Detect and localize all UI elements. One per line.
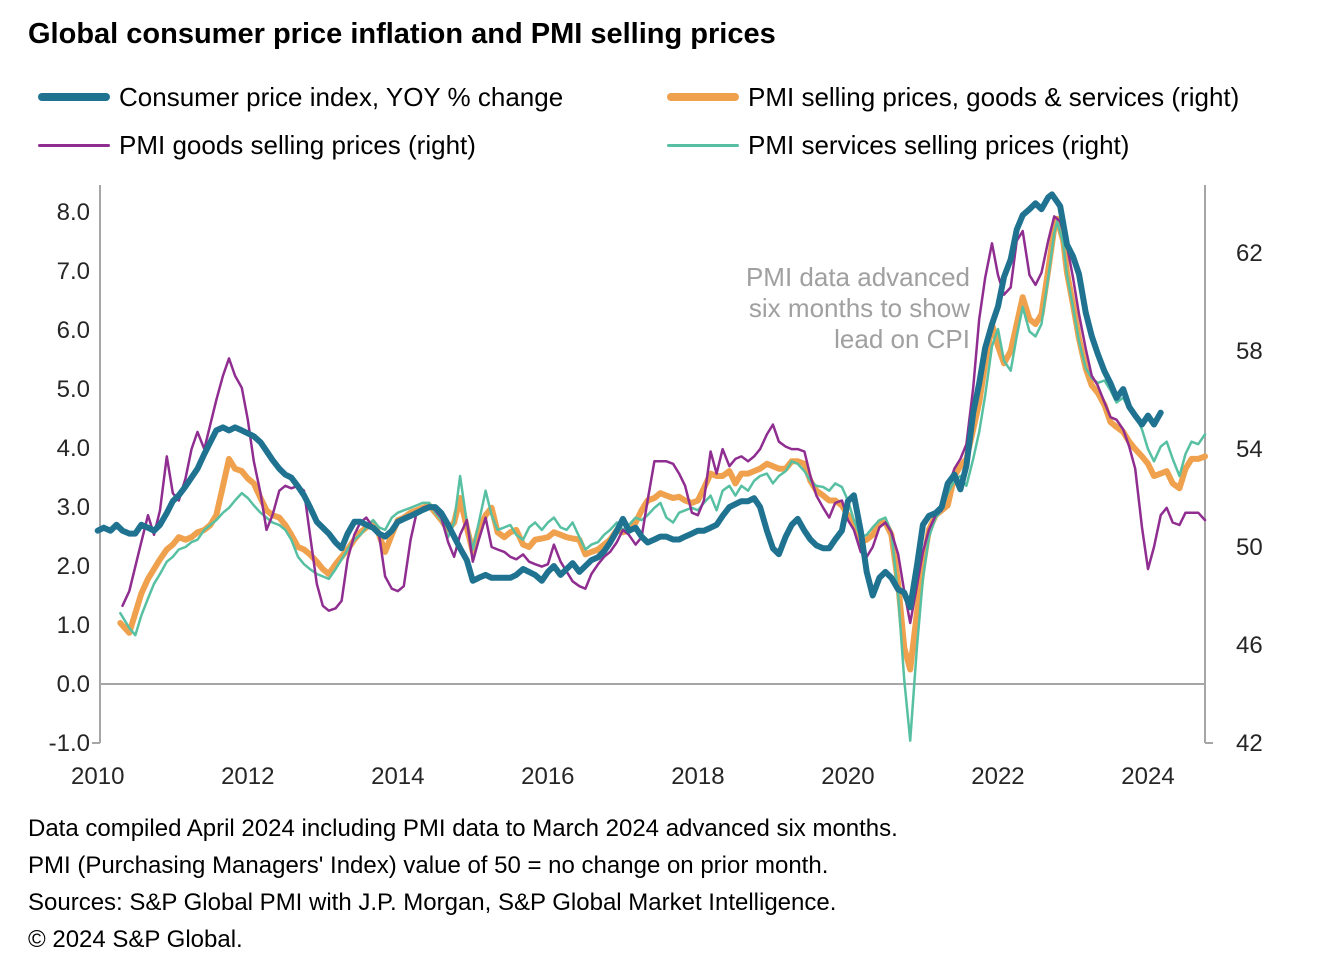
right-axis-tick-label: 62: [1236, 240, 1263, 267]
pmi-goods-line-swatch-icon: [38, 143, 110, 147]
legend-item-pmi-composite: PMI selling prices, goods & services (ri…: [667, 81, 1240, 112]
legend-label: PMI selling prices, goods & services (ri…: [748, 81, 1240, 112]
left-axis-tick-label: 8.0: [57, 199, 90, 226]
left-axis-tick-label: 4.0: [57, 435, 90, 462]
footnote-line: © 2024 S&P Global.: [28, 926, 243, 953]
x-axis-tick-label: 2018: [671, 763, 724, 790]
footnotes: Data compiled April 2024 including PMI d…: [28, 810, 898, 958]
chart-annotation: PMI data advanced six months to show lea…: [746, 262, 970, 355]
left-axis-tick-label: 0.0: [57, 671, 90, 698]
legend-label: Consumer price index, YOY % change: [119, 81, 564, 112]
series-line-pmi-goods-selling-prices-right: [121, 215, 1207, 625]
series-line-consumer-price-index-yoy-change: [94, 191, 1164, 611]
left-axis-tick-label: -1.0: [49, 730, 90, 757]
x-axis-tick-label: 2010: [71, 763, 124, 790]
footnote-line: Data compiled April 2024 including PMI d…: [28, 815, 898, 842]
series-line-pmi-services-selling-prices-right: [119, 220, 1207, 742]
annotation-line: lead on CPI: [834, 324, 970, 354]
right-axis-tick-label: 58: [1236, 338, 1263, 365]
series-line-pmi-selling-prices-goods-services-right: [117, 215, 1208, 673]
annotation-line: six months to show: [748, 293, 970, 323]
left-axis-tick-label: 2.0: [57, 553, 90, 580]
x-axis-tick-label: 2012: [221, 763, 274, 790]
pmi-composite-line-swatch-icon: [667, 93, 739, 101]
right-axis-tick-label: 46: [1236, 632, 1263, 659]
x-axis-tick-label: 2014: [371, 763, 424, 790]
legend-item-cpi: Consumer price index, YOY % change: [38, 81, 564, 112]
cpi-line-swatch-icon: [38, 93, 110, 101]
footnote-line: PMI (Purchasing Managers' Index) value o…: [28, 852, 829, 879]
left-axis-tick-label: 7.0: [57, 258, 90, 285]
left-axis-tick-label: 5.0: [57, 376, 90, 403]
left-axis-tick-label: 6.0: [57, 317, 90, 344]
page-title: Global consumer price inflation and PMI …: [28, 18, 776, 50]
x-axis-tick-label: 2022: [971, 763, 1024, 790]
right-axis-tick-label: 50: [1236, 534, 1263, 561]
left-axis-tick-label: 3.0: [57, 494, 90, 521]
legend-label: PMI services selling prices (right): [748, 129, 1130, 160]
legend-item-pmi-services: PMI services selling prices (right): [667, 129, 1130, 160]
pmi-services-line-swatch-icon: [667, 143, 739, 147]
left-axis-tick-label: 1.0: [57, 612, 90, 639]
right-axis-tick-label: 42: [1236, 730, 1263, 757]
x-axis-tick-label: 2016: [521, 763, 574, 790]
x-axis-tick-label: 2020: [821, 763, 874, 790]
chart-area: 8.0 7.0 6.0 5.0 4.0 3.0 2.0 1.0 0.0 -1.0 62 58 54 50 4…: [49, 185, 1263, 790]
right-axis-tick-label: 54: [1236, 436, 1263, 463]
footnote-line: Sources: S&P Global PMI with J.P. Morgan…: [28, 889, 837, 916]
legend-item-pmi-goods: PMI goods selling prices (right): [38, 129, 476, 160]
legend-label: PMI goods selling prices (right): [119, 129, 476, 160]
x-axis-tick-label: 2024: [1121, 763, 1174, 790]
annotation-line: PMI data advanced: [745, 262, 970, 292]
